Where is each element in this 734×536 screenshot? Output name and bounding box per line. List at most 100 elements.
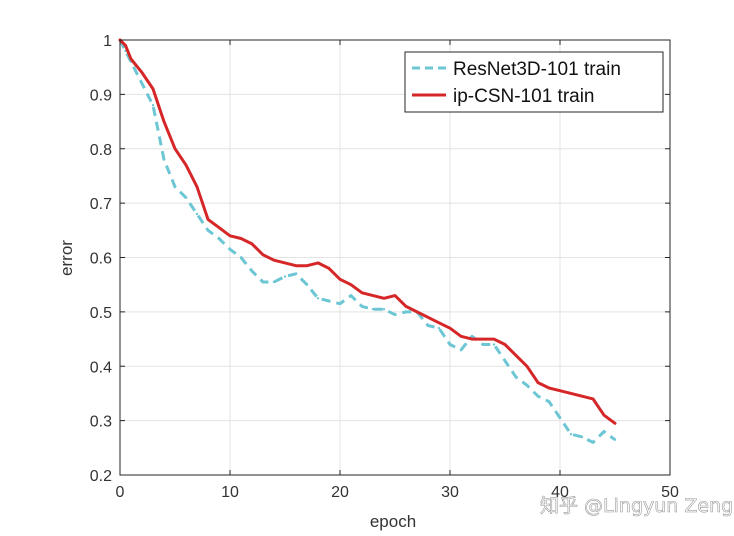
data-point-ipcsn: [316, 261, 320, 265]
y-tick-label: 0.2: [90, 468, 112, 485]
data-point-ipcsn: [481, 337, 485, 341]
data-point-resnet3d: [294, 272, 298, 276]
data-point-resnet3d: [206, 229, 210, 232]
data-point-ipcsn: [173, 147, 177, 150]
data-point-resnet3d: [338, 302, 342, 305]
data-point-ipcsn: [272, 259, 276, 262]
data-point-ipcsn: [184, 163, 188, 167]
data-point-resnet3d: [349, 294, 353, 297]
data-point-resnet3d: [470, 335, 474, 338]
data-point-resnet3d: [525, 384, 529, 387]
data-point-ipcsn: [426, 316, 430, 319]
data-point-resnet3d: [217, 237, 221, 240]
data-point-ipcsn: [602, 413, 606, 417]
data-point-ipcsn: [217, 226, 221, 229]
data-point-resnet3d: [514, 375, 518, 379]
y-axis-label: error: [57, 240, 76, 276]
data-point-resnet3d: [492, 343, 496, 346]
x-tick-label: 0: [116, 484, 125, 501]
y-tick-label: 0.8: [90, 142, 112, 159]
data-point-resnet3d: [305, 283, 309, 286]
data-point-resnet3d: [536, 394, 540, 398]
data-point-resnet3d: [195, 212, 199, 216]
data-point-ipcsn: [459, 335, 463, 338]
data-point-resnet3d: [283, 275, 287, 278]
data-point-ipcsn: [151, 87, 155, 91]
data-point-ipcsn: [404, 305, 408, 308]
data-point-resnet3d: [272, 280, 276, 284]
data-point-resnet3d: [360, 305, 364, 308]
data-point-ipcsn: [305, 264, 309, 267]
data-point-resnet3d: [228, 248, 232, 251]
data-point-ipcsn: [124, 44, 127, 47]
data-point-ipcsn: [250, 242, 254, 246]
data-point-ipcsn: [195, 185, 199, 189]
data-point-ipcsn: [448, 326, 452, 330]
data-point-ipcsn: [283, 261, 287, 265]
data-point-resnet3d: [426, 324, 430, 327]
data-point-resnet3d: [261, 280, 265, 284]
data-point-ipcsn: [360, 291, 364, 295]
data-point-resnet3d: [459, 348, 463, 352]
data-point-ipcsn: [525, 365, 529, 368]
data-point-ipcsn: [393, 294, 397, 297]
data-point-resnet3d: [151, 104, 155, 107]
data-point-resnet3d: [448, 343, 452, 346]
series-group: [118, 38, 617, 444]
legend: ResNet3D-101 train ip-CSN-101 train: [404, 51, 664, 113]
watermark: 知乎 @Lingyun Zeng: [540, 495, 733, 517]
data-point-ipcsn: [327, 267, 331, 270]
data-point-resnet3d: [558, 416, 562, 420]
data-point-resnet3d: [173, 185, 177, 189]
data-point-resnet3d: [437, 326, 441, 330]
data-point-ipcsn: [129, 57, 133, 61]
x-axis-label: epoch: [370, 512, 416, 531]
x-tick-label: 50: [661, 484, 679, 501]
data-point-resnet3d: [316, 297, 320, 300]
data-point-ipcsn: [558, 389, 562, 392]
data-point-resnet3d: [250, 269, 254, 273]
legend-box: [404, 51, 664, 113]
data-point-ipcsn: [547, 386, 551, 390]
y-tick-label: 1: [103, 33, 112, 50]
data-point-resnet3d: [393, 313, 397, 316]
data-point-ipcsn: [470, 337, 474, 341]
data-point-resnet3d: [547, 400, 551, 403]
data-point-resnet3d: [327, 299, 331, 303]
data-point-ipcsn: [591, 397, 595, 401]
data-point-ipcsn: [613, 422, 617, 425]
data-point-ipcsn: [536, 381, 540, 384]
x-tick-label: 30: [441, 484, 459, 501]
data-point-ipcsn: [206, 218, 210, 221]
data-point-resnet3d: [613, 438, 617, 441]
data-point-ipcsn: [349, 283, 353, 286]
x-tick-label: 10: [221, 484, 239, 501]
data-point-ipcsn: [580, 394, 584, 398]
y-tick-label: 0.3: [90, 414, 112, 431]
x-tick-label: 20: [331, 484, 349, 501]
data-point-resnet3d: [481, 343, 485, 346]
data-point-ipcsn: [503, 343, 507, 346]
y-tick-label: 0.6: [90, 251, 112, 268]
data-point-ipcsn: [140, 71, 144, 74]
legend-label-ipcsn: ip-CSN-101 train: [453, 86, 595, 107]
data-point-resnet3d: [404, 310, 408, 314]
data-point-resnet3d: [239, 256, 243, 259]
data-point-ipcsn: [514, 354, 518, 357]
data-point-ipcsn: [239, 237, 243, 240]
y-tick-label: 0.4: [90, 359, 112, 376]
data-point-resnet3d: [602, 430, 606, 433]
data-point-resnet3d: [184, 196, 188, 199]
legend-label-resnet3d: ResNet3D-101 train: [453, 59, 621, 80]
data-point-ipcsn: [371, 294, 375, 297]
data-point-resnet3d: [371, 307, 375, 311]
data-point-resnet3d: [569, 433, 573, 436]
data-point-ipcsn: [261, 253, 265, 256]
data-point-ipcsn: [437, 321, 441, 324]
data-point-resnet3d: [382, 307, 386, 311]
data-point-ipcsn: [382, 297, 386, 300]
data-point-ipcsn: [162, 120, 166, 123]
data-point-resnet3d: [580, 435, 584, 439]
